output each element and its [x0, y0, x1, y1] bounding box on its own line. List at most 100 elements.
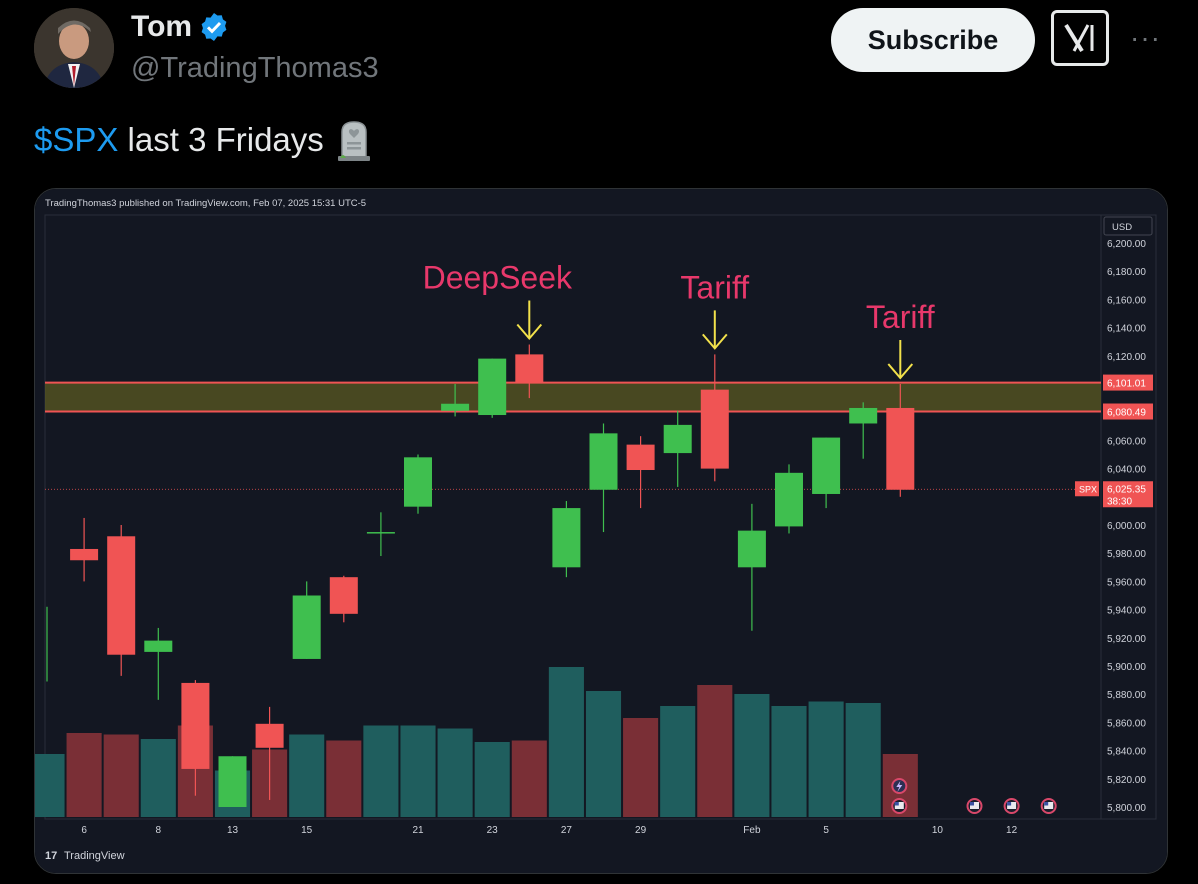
last-price-label: 6,025.35 — [1107, 484, 1146, 495]
price-tick: 5,820.00 — [1107, 775, 1146, 786]
cashtag-link[interactable]: $SPX — [34, 121, 119, 158]
time-tick: 23 — [487, 825, 499, 836]
candle-body — [515, 354, 544, 383]
chart-image[interactable]: TradingThomas3 published on TradingView.… — [34, 188, 1168, 874]
level-label-box — [1103, 403, 1153, 420]
event-marker-canton — [970, 802, 974, 806]
candle-body — [70, 548, 99, 561]
level-label: 6,101.01 — [1107, 379, 1146, 390]
candle — [404, 454, 432, 514]
volume-bar — [289, 734, 325, 817]
candle-body — [441, 403, 470, 411]
volume-bar — [845, 703, 881, 817]
candle — [255, 706, 284, 800]
event-marker-canton — [894, 802, 899, 806]
candle — [589, 423, 618, 533]
candle-body — [255, 723, 284, 748]
time-tick: 8 — [156, 825, 162, 836]
price-tick: 6,120.00 — [1107, 352, 1146, 363]
volume-bar — [140, 739, 176, 817]
candle — [218, 756, 247, 807]
event-marker-flag — [1044, 802, 1054, 809]
annotations: DeepSeek Tariff Tariff — [423, 260, 935, 380]
candle — [441, 384, 470, 417]
candle — [849, 402, 878, 459]
author-handle[interactable]: @TradingThomas3 — [131, 52, 379, 84]
spx-candlestick-chart: TradingThomas3 published on TradingView.… — [35, 189, 1167, 873]
chart-header: TradingThomas3 published on TradingView.… — [45, 198, 366, 209]
annotation: DeepSeek — [423, 260, 573, 341]
author-name[interactable]: Tom — [131, 10, 193, 43]
arrow-head — [516, 323, 543, 341]
candle — [70, 517, 99, 582]
time-tick: Feb — [743, 825, 761, 836]
time-tick: 5 — [823, 825, 829, 836]
volume-bar — [771, 706, 807, 817]
verified-badge-icon — [201, 13, 227, 41]
candle-body — [144, 640, 173, 652]
candle — [552, 501, 581, 578]
price-tick: 5,840.00 — [1107, 747, 1146, 758]
candle — [626, 436, 655, 509]
candle — [107, 525, 136, 676]
time-tick: 6 — [81, 825, 87, 836]
candle-body — [663, 424, 692, 454]
candle-body — [589, 433, 618, 490]
time-tick: 12 — [1006, 825, 1018, 836]
time-tick: 13 — [227, 825, 239, 836]
candle-body — [626, 444, 655, 471]
arrow-head — [887, 363, 914, 380]
candle-body — [292, 595, 321, 659]
candle — [775, 464, 803, 534]
volume-bar — [511, 740, 547, 817]
tweet-text: $SPX last 3 Fridays — [34, 118, 374, 162]
tweet-body: last 3 Fridays — [118, 121, 324, 158]
time-axis: 6 8 13 15 21 23 27 29 Feb 5 10 12 — [45, 778, 1101, 836]
time-tick: 27 — [561, 825, 573, 836]
annotation: Tariff — [866, 299, 935, 380]
event-marker-flag — [970, 802, 979, 809]
annotation-label: Tariff — [866, 299, 935, 335]
symbol-label: SPX — [1079, 484, 1097, 494]
price-tick: 6,040.00 — [1107, 465, 1146, 476]
candle-body — [775, 472, 803, 527]
avatar[interactable] — [34, 8, 114, 88]
subscribe-button[interactable]: Subscribe — [831, 8, 1035, 72]
us-flag-event-icon — [891, 798, 908, 814]
us-flag-event-icon — [1040, 798, 1057, 814]
price-tick: 5,900.00 — [1107, 662, 1146, 673]
candles — [46, 344, 915, 807]
currency-label: USD — [1112, 222, 1132, 233]
price-tick: 5,940.00 — [1107, 606, 1146, 617]
candle-body — [181, 682, 210, 769]
currency-box — [1103, 216, 1153, 236]
symbol-box — [1075, 481, 1099, 497]
grok-icon[interactable] — [1051, 10, 1109, 66]
volume-bar — [437, 728, 473, 817]
candle — [366, 512, 395, 557]
more-options-button[interactable]: ··· — [1130, 22, 1161, 53]
volume-bars — [35, 667, 918, 817]
us-flag-event-icon — [1003, 798, 1020, 814]
last-price-box — [1103, 481, 1153, 508]
price-tick: 6,180.00 — [1107, 267, 1146, 278]
price-tick: 6,060.00 — [1107, 436, 1146, 447]
candle-body — [737, 530, 766, 568]
volume-bar — [808, 701, 844, 817]
volume-bar — [585, 691, 622, 817]
level-label: 6,080.49 — [1107, 408, 1146, 419]
candle — [144, 627, 173, 700]
candle-body — [107, 536, 136, 655]
annotation-label: DeepSeek — [423, 260, 573, 296]
candle-body — [849, 407, 878, 424]
candle-body — [366, 532, 395, 534]
tradingview-label: TradingView — [64, 850, 125, 862]
candle — [886, 384, 915, 497]
arrow-head — [702, 333, 728, 350]
event-marker-flag — [894, 802, 904, 809]
candle-body — [886, 407, 915, 490]
price-tick: 5,980.00 — [1107, 549, 1146, 560]
candle — [663, 410, 692, 487]
price-tick: 6,140.00 — [1107, 324, 1146, 335]
volume-bar — [660, 706, 696, 817]
